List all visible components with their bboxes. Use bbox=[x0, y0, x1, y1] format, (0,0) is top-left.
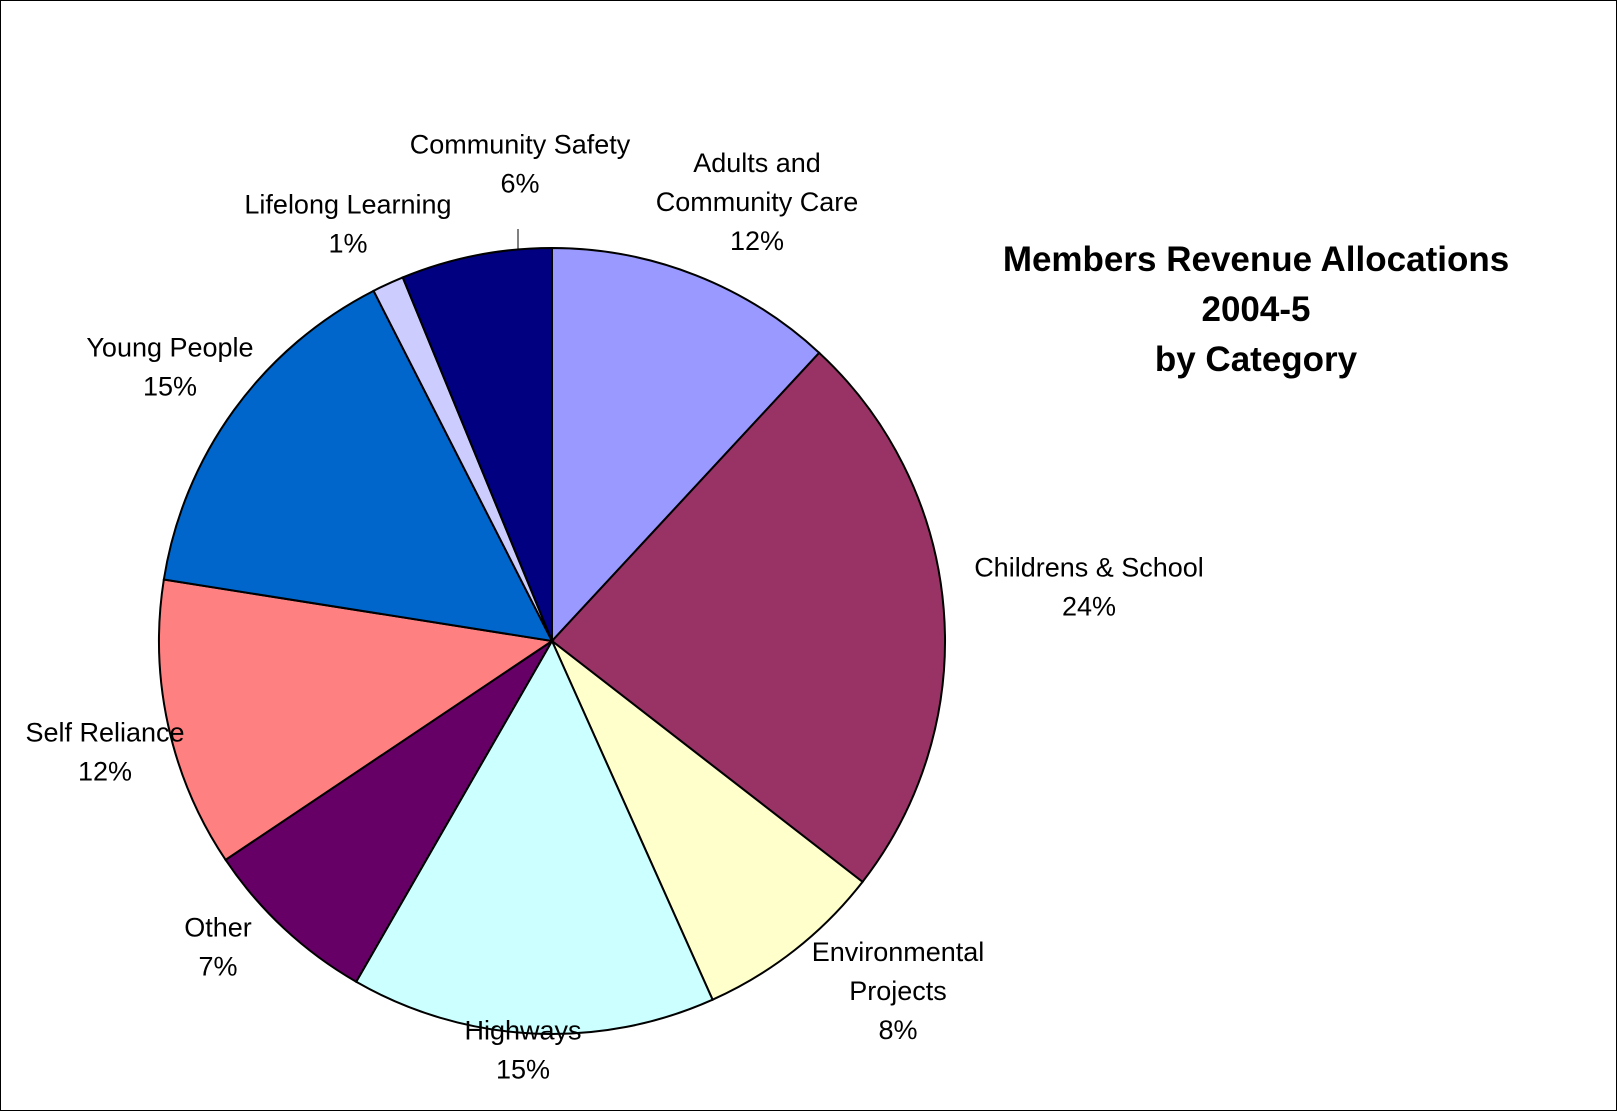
slice-percent-label: 12% bbox=[78, 757, 132, 787]
slice-percent-label: 15% bbox=[496, 1055, 550, 1085]
pie-slice-other bbox=[224, 640, 553, 984]
chart-title-line: by Category bbox=[1155, 340, 1358, 379]
slice-label: Adults and Community Care 12% bbox=[656, 148, 859, 256]
slice-name-label: Community Safety bbox=[410, 130, 631, 160]
slice-label: Childrens & School 24% bbox=[974, 553, 1204, 622]
slice-label: Community Safety 6% bbox=[410, 130, 631, 199]
slice-name-label: Young People bbox=[86, 333, 253, 363]
slice-name-label: Adults and bbox=[693, 148, 821, 178]
slice-label: Other 7% bbox=[184, 913, 252, 982]
pie-slice-community-safety bbox=[401, 246, 553, 642]
pie-slice-environmental-projects bbox=[551, 640, 864, 1002]
slice-percent-label: 1% bbox=[328, 229, 367, 259]
slice-label: Self Reliance 12% bbox=[25, 718, 184, 787]
slice-percent-label: 15% bbox=[143, 372, 197, 402]
pie-slices bbox=[158, 246, 946, 1035]
slice-labels: Adults and Community Care 12% Childrens & S… bbox=[25, 130, 1203, 1085]
slice-name-label: Lifelong Learning bbox=[244, 190, 451, 220]
slice-name-label: Childrens & School bbox=[974, 553, 1204, 583]
slice-name-label: Environmental bbox=[812, 937, 985, 967]
slice-name-label: Community Care bbox=[656, 187, 859, 217]
slice-percent-label: 24% bbox=[1062, 592, 1116, 622]
pie-slice-young-people bbox=[162, 289, 554, 643]
slice-percent-label: 6% bbox=[500, 169, 539, 199]
slice-name-label: Other bbox=[184, 913, 252, 943]
pie-slice-adults-and-community-care bbox=[551, 246, 821, 644]
slice-name-label: Highways bbox=[464, 1016, 581, 1046]
slice-label: Highways 15% bbox=[464, 1016, 581, 1085]
pie-slice-childrens-school bbox=[550, 351, 946, 884]
slice-name-label: Projects bbox=[849, 976, 947, 1006]
chart-title-line: 2004-5 bbox=[1202, 290, 1311, 329]
pie-slice-self-reliance bbox=[158, 578, 555, 862]
chart-title: Members Revenue Allocations 2004-5 by Ca… bbox=[1003, 240, 1509, 379]
pie-slice-highways bbox=[354, 638, 714, 1035]
slice-label: Environmental Projects 8% bbox=[812, 937, 985, 1045]
slice-label: Lifelong Learning 1% bbox=[244, 190, 451, 259]
slice-name-label: Self Reliance bbox=[25, 718, 184, 748]
slice-percent-label: 7% bbox=[198, 952, 237, 982]
slice-label: Young People 15% bbox=[86, 333, 253, 402]
chart-title-line: Members Revenue Allocations bbox=[1003, 240, 1509, 279]
slice-percent-label: 8% bbox=[878, 1015, 917, 1045]
slice-percent-label: 12% bbox=[730, 226, 784, 256]
